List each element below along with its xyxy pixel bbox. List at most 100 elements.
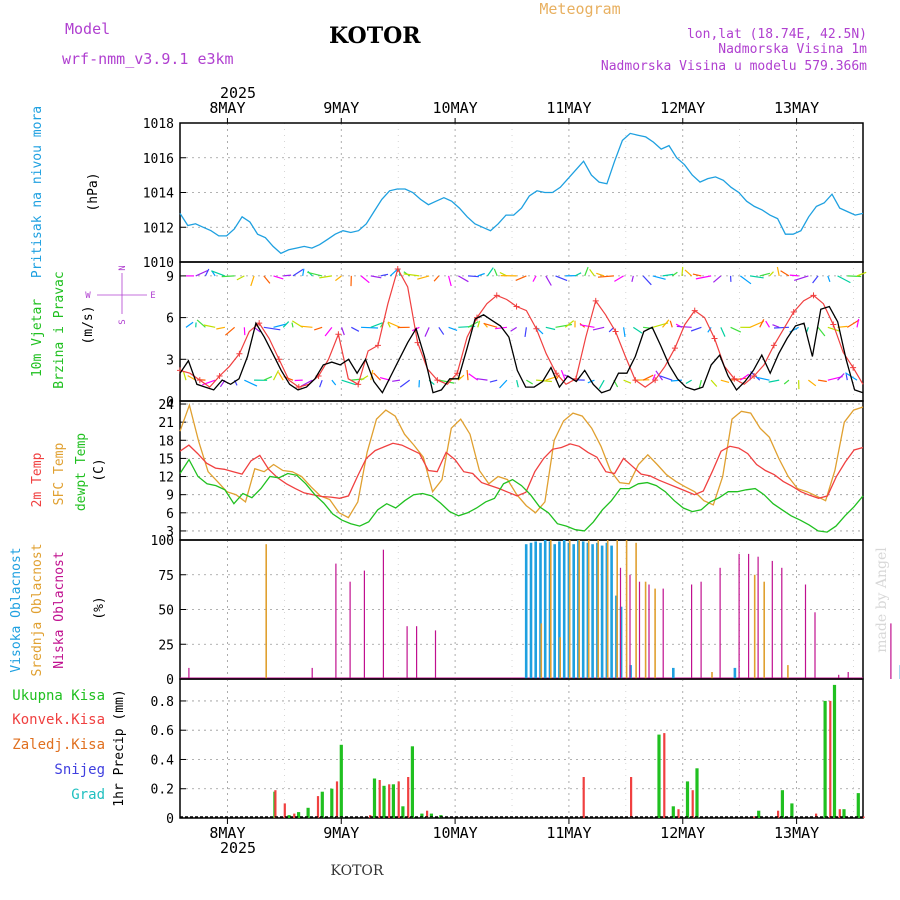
wind-direction-arrow	[579, 324, 595, 328]
wind-direction-arrow	[263, 275, 271, 284]
bottom-day-labels: 8MAY 9MAY 10MAY 11MAY 12MAY 13MAY	[209, 818, 819, 842]
wind-direction-arrow	[690, 326, 702, 332]
precip-legend: Ukupna Kisa Konvek.Kisa Zaledj.Kisa Snij…	[12, 688, 105, 803]
mid-cloud-bar	[787, 665, 789, 679]
wind-direction-arrow	[560, 369, 566, 381]
compass-north: N	[118, 265, 128, 270]
total-precip-bar	[382, 785, 386, 818]
wind-direction-arrow	[769, 271, 774, 277]
mid-cloud-bar	[606, 540, 609, 679]
wind-direction-arrow	[773, 326, 789, 329]
wind-direction-arrow	[300, 379, 313, 387]
wind-gust-line-marker	[770, 342, 777, 349]
compass-south: S	[118, 319, 128, 324]
total-precip-bar	[287, 815, 291, 818]
conv-precip-bar	[283, 803, 286, 818]
wind-direction-arrow	[730, 326, 742, 333]
wind-gust-line-marker	[355, 381, 362, 388]
top-day-labels: 8MAY 9MAY 10MAY 11MAY 12MAY 13MAY	[209, 99, 819, 123]
high-cloud-bar	[577, 540, 580, 679]
wind-direction-arrow	[417, 275, 430, 280]
wind-direction-arrow	[457, 275, 469, 283]
low-cloud-bar	[814, 612, 816, 679]
precip-ytick-label: 0	[166, 812, 174, 827]
high-cloud-bar	[539, 542, 542, 679]
wind-direction-arrow	[438, 379, 455, 384]
wind-direction-arrow	[589, 268, 595, 277]
wind-direction-arrow	[360, 375, 369, 381]
lonlat: lon,lat (18.74E, 42.5N)	[687, 27, 867, 42]
conv-precip-bar	[407, 777, 410, 818]
wind-direction-arrow	[789, 274, 799, 277]
high-cloud-bar	[524, 544, 528, 679]
panels: 1010101210141016101803693691215182124025…	[143, 117, 900, 827]
wind-direction-arrow	[467, 275, 479, 278]
wind-direction-arrow	[710, 379, 718, 387]
wind-direction-arrow	[195, 269, 208, 277]
top-day-label: 10MAY	[433, 99, 478, 117]
cloud-unit: (%)	[92, 596, 107, 619]
precip-ytick-label: 0.2	[151, 783, 174, 798]
wind-direction-arrow	[510, 326, 517, 332]
wind-gust-line-marker	[790, 309, 797, 316]
conv-precip-bar	[397, 781, 400, 818]
low-cloud-bar	[662, 588, 664, 679]
model-name: wrf-nmm_v3.9.1 e3km	[62, 50, 234, 68]
low-cloud-bar	[648, 584, 650, 679]
wind-direction-arrow	[598, 379, 605, 389]
conv-precip-bar	[274, 790, 277, 818]
mid-cloud-bar	[568, 540, 571, 679]
low-cloud-bar	[757, 556, 759, 679]
wind-direction-arrow	[438, 326, 445, 335]
wind-direction-arrow	[370, 275, 382, 279]
pressure-ytick-label: 1018	[143, 117, 174, 132]
total-precip-bar	[757, 810, 761, 818]
pressure-ytick-label: 1010	[143, 256, 174, 271]
wind-direction-arrow	[457, 374, 465, 381]
low-cloud-bar	[434, 630, 437, 679]
wind-direction-arrow	[424, 327, 430, 337]
wind-direction-arrow	[592, 326, 605, 331]
wind-direction-arrow	[808, 379, 817, 387]
high-cloud-bar	[529, 542, 533, 679]
bottom-day-label: 9MAY	[323, 824, 359, 842]
conv-precip-bar	[663, 733, 666, 818]
low-cloud-bar	[311, 667, 313, 679]
temperature-ytick-label: 24	[158, 398, 174, 413]
wind-gust-line-marker	[454, 370, 461, 377]
conv-precip-bar	[838, 809, 841, 818]
wind-direction-arrow	[319, 379, 323, 388]
low-cloud-bar	[890, 623, 892, 679]
wind-direction-arrow	[681, 266, 684, 276]
mid-cloud-bar	[616, 540, 618, 679]
wind-direction-arrow	[196, 319, 206, 328]
wind-direction-arrow	[584, 266, 589, 277]
wind-gust-line-marker	[592, 297, 599, 304]
wind-direction-arrow	[655, 370, 663, 381]
total-precip-bar	[695, 768, 699, 818]
high-cloud-bar	[572, 544, 575, 679]
wind-direction-arrow	[692, 273, 702, 277]
legend-grad: Grad	[71, 787, 105, 803]
total-precip-bar	[823, 700, 827, 818]
wind-direction-arrow	[555, 323, 573, 328]
wind-ytick-label: 9	[166, 270, 174, 285]
wind-direction-arrow	[392, 379, 401, 382]
wind-gust-line-marker	[196, 377, 203, 384]
wind-direction-arrow	[273, 323, 287, 328]
elevation: Nadmorska Visina 1m	[718, 42, 867, 57]
wind-direction-arrow	[302, 268, 305, 276]
wind-gust-line-marker	[751, 372, 758, 379]
sfc-temp-line	[179, 402, 864, 519]
pressure-ytick-label: 1012	[143, 221, 174, 236]
wind-direction-arrow	[433, 275, 440, 282]
total-precip-bar	[330, 788, 334, 818]
wind-direction-arrow	[204, 268, 210, 277]
wind-gust-line-marker	[275, 356, 282, 363]
wind-direction-arrow	[847, 275, 862, 278]
wind-direction-arrow	[669, 320, 673, 328]
high-cloud-bar	[562, 540, 566, 679]
total-precip-bar	[306, 807, 310, 818]
legend-zaledj-kisa: Zaledj.Kisa	[12, 737, 105, 753]
low-cloud-bar	[748, 553, 750, 679]
